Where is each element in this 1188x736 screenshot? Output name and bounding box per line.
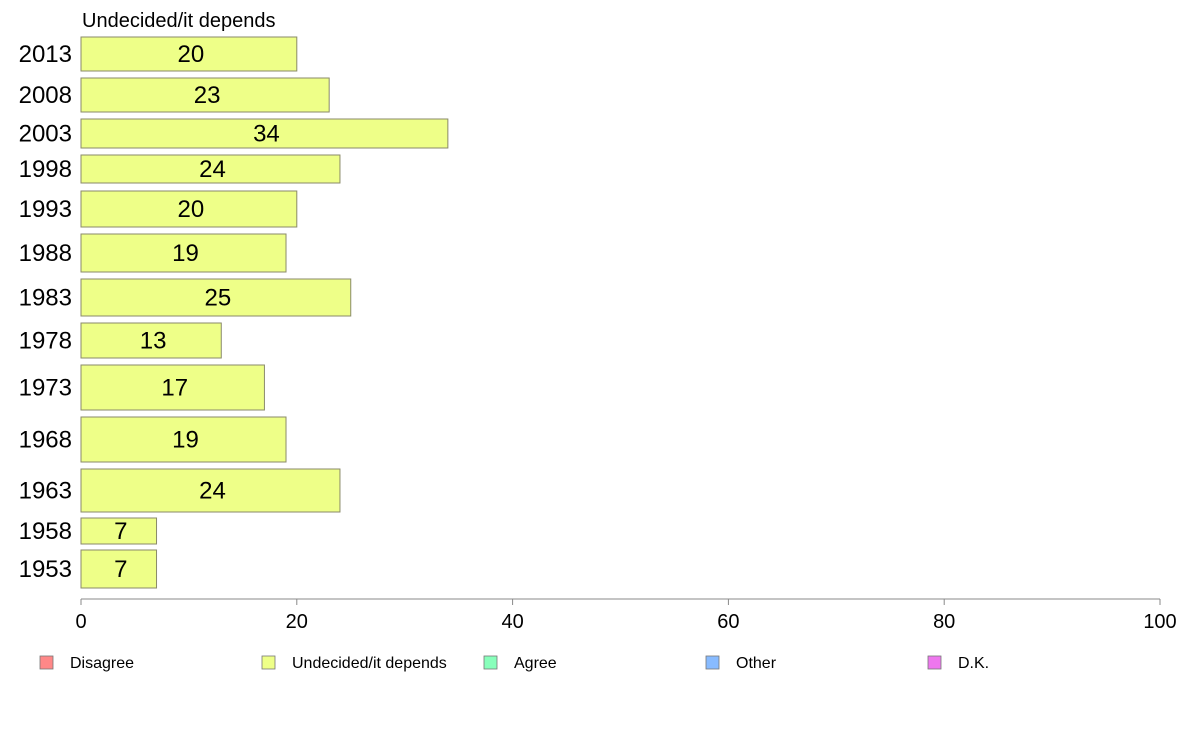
bar-row: 1993 20 bbox=[19, 190, 298, 228]
bar bbox=[80, 77, 330, 113]
bar-value-label: 17 bbox=[161, 375, 188, 402]
bar bbox=[80, 233, 287, 273]
category-label: 1953 bbox=[19, 556, 72, 583]
legend-item: Undecided/it depends bbox=[261, 655, 447, 672]
legend: Disagree Undecided/it depends Agree Other D.… bbox=[39, 655, 989, 672]
bar-row: 1963 24 bbox=[19, 468, 341, 513]
legend-label: Disagree bbox=[70, 655, 134, 672]
x-tick-label: 0 bbox=[75, 611, 86, 633]
bar-row: 1958 7 bbox=[19, 517, 158, 545]
bar-row: 1988 19 bbox=[19, 233, 287, 273]
legend-item: Disagree bbox=[39, 655, 134, 672]
category-label: 1978 bbox=[19, 328, 72, 355]
category-label: 2003 bbox=[19, 121, 72, 148]
legend-swatch bbox=[39, 655, 54, 670]
bar-row: 1998 24 bbox=[19, 154, 341, 184]
category-label: 1998 bbox=[19, 156, 72, 183]
bar-value-label: 7 bbox=[114, 556, 127, 583]
category-label: 2008 bbox=[19, 82, 72, 109]
bar-value-label: 20 bbox=[178, 196, 205, 223]
category-label: 1968 bbox=[19, 427, 72, 454]
bar bbox=[80, 517, 158, 545]
bar bbox=[80, 118, 449, 149]
category-label: 1993 bbox=[19, 196, 72, 223]
bar-value-label: 23 bbox=[194, 82, 221, 109]
bar-value-label: 7 bbox=[114, 518, 127, 545]
bar-value-label: 20 bbox=[178, 41, 205, 68]
x-tick-label: 20 bbox=[286, 611, 308, 633]
x-tick-label: 80 bbox=[933, 611, 955, 633]
bar-row: 1953 7 bbox=[19, 549, 158, 589]
category-label: 1988 bbox=[19, 240, 72, 267]
bar-value-label: 24 bbox=[199, 478, 226, 505]
bar-value-label: 19 bbox=[172, 427, 199, 454]
bar-row: 2003 34 bbox=[19, 118, 449, 149]
x-tick-label: 40 bbox=[501, 611, 523, 633]
bar bbox=[80, 364, 265, 411]
category-label: 1958 bbox=[19, 518, 72, 545]
legend-item: D.K. bbox=[927, 655, 989, 672]
bar-row: 1973 17 bbox=[19, 364, 265, 411]
legend-swatch bbox=[483, 655, 498, 670]
bar bbox=[80, 278, 352, 317]
bar bbox=[80, 36, 298, 72]
legend-swatch bbox=[261, 655, 276, 670]
bar bbox=[80, 416, 287, 463]
category-label: 1963 bbox=[19, 478, 72, 505]
category-label: 1983 bbox=[19, 285, 72, 312]
bar-row: 1978 13 bbox=[19, 322, 222, 359]
bar-value-label: 24 bbox=[199, 156, 226, 183]
bar-row: 2013 20 bbox=[19, 36, 298, 72]
bar-value-label: 25 bbox=[205, 285, 232, 312]
category-label: 2013 bbox=[19, 41, 72, 68]
legend-label: Undecided/it depends bbox=[292, 655, 447, 672]
bar bbox=[80, 322, 222, 359]
bar bbox=[80, 549, 158, 589]
x-axis: 0 20 40 60 80 100 bbox=[75, 598, 1177, 633]
legend-label: Agree bbox=[514, 655, 557, 672]
legend-swatch bbox=[705, 655, 720, 670]
chart-title: Undecided/it depends bbox=[82, 10, 275, 32]
bar-value-label: 13 bbox=[140, 328, 167, 355]
bar bbox=[80, 154, 341, 184]
legend-item: Agree bbox=[483, 655, 557, 672]
bar-row: 1968 19 bbox=[19, 416, 287, 463]
bar-row: 2008 23 bbox=[19, 77, 330, 113]
bar-value-label: 19 bbox=[172, 240, 199, 267]
legend-swatch bbox=[927, 655, 942, 670]
x-tick-label: 60 bbox=[717, 611, 739, 633]
legend-label: D.K. bbox=[958, 655, 989, 672]
bar bbox=[80, 468, 341, 513]
legend-item: Other bbox=[705, 655, 777, 672]
bar bbox=[80, 190, 298, 228]
bar-row: 1983 25 bbox=[19, 278, 352, 317]
category-label: 1973 bbox=[19, 375, 72, 402]
legend-label: Other bbox=[736, 655, 777, 672]
x-tick-label: 100 bbox=[1143, 611, 1176, 633]
bar-value-label: 34 bbox=[253, 121, 280, 148]
bars-group: 2013 20 2008 23 2003 34 1998 24 1993 20 1988 19 1983… bbox=[19, 36, 449, 589]
